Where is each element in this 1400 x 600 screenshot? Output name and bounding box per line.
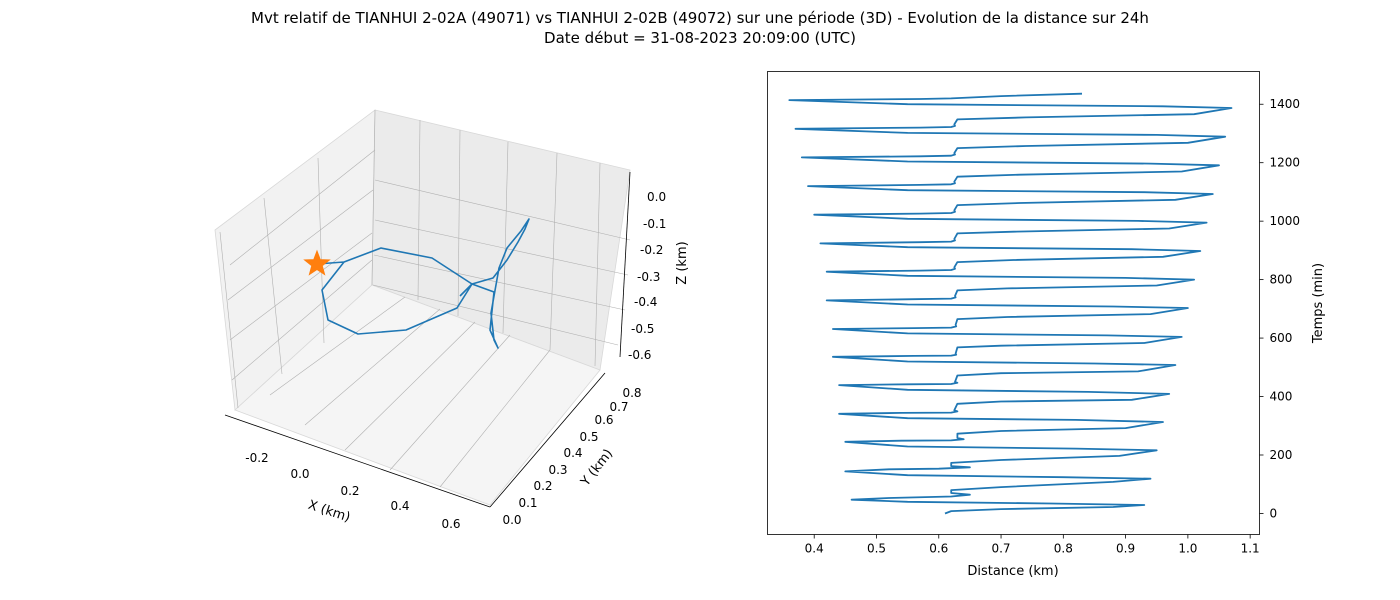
x-tick-label: 0.9 (1116, 542, 1135, 556)
3d-grid-line (219, 231, 239, 409)
3d-x-tick-label: 0.4 (390, 499, 409, 513)
3d-y-tick-label: 0.3 (548, 463, 567, 477)
3d-trajectory-line (316, 218, 530, 349)
y-axis-ticks: 0 200 400 600 800 1000 1200 1400 (1259, 97, 1301, 520)
figure-title: Mvt relatif de TIANHUI 2-02A (49071) vs … (0, 8, 1400, 48)
3d-grid-line (344, 321, 476, 451)
x-axis-label: Distance (km) (967, 564, 1058, 579)
3d-grid-line (371, 109, 376, 286)
x-axis-ticks: 0.4 0.5 0.6 0.7 0.8 0.9 1.0 1.1 (805, 534, 1260, 556)
y-tick-label: 600 (1270, 331, 1293, 345)
3d-grid-line (317, 157, 325, 344)
3d-grid-line (229, 149, 376, 266)
3d-y-axis-label: Y (km) (578, 447, 617, 490)
3d-x-tick-label: 0.0 (290, 467, 309, 481)
3d-z-tick-label: -0.5 (631, 322, 654, 336)
3d-grid-line (229, 232, 373, 341)
start-star-marker (303, 249, 331, 276)
3d-grid-line (373, 254, 626, 311)
3d-z-tick-label: -0.1 (643, 217, 666, 231)
x-tick-label: 0.5 (867, 542, 886, 556)
x-tick-label: 0.4 (805, 542, 824, 556)
3d-z-tick-label: 0.0 (647, 190, 666, 204)
3d-pane-floor (234, 284, 601, 506)
3d-grid-line (549, 152, 558, 351)
3d-z-tick-label: -0.4 (634, 295, 657, 309)
3d-y-tick-label: 0.1 (518, 496, 537, 510)
x-tick-label: 0.8 (1054, 542, 1073, 556)
3d-z-tick-label: -0.2 (640, 243, 663, 257)
y-tick-label: 1400 (1270, 97, 1301, 111)
y-axis-label: Temps (min) (1311, 263, 1326, 344)
3d-x-axis-line (224, 414, 491, 508)
3d-x-tick-label: 0.6 (441, 517, 460, 531)
3d-grid-line (374, 179, 631, 241)
3d-grid-line (263, 197, 283, 375)
3d-grid (219, 109, 631, 488)
3d-z-tick-label: -0.6 (628, 348, 651, 362)
x-tick-label: 0.6 (929, 542, 948, 556)
3d-z-axis-label: Z (km) (675, 241, 690, 284)
3d-tick-labels: -0.20.00.20.40.6 0.00.10.20.30.40.50.60.7… (245, 190, 666, 531)
y-tick-label: 0 (1270, 506, 1278, 520)
x-tick-label: 1.1 (1241, 542, 1260, 556)
y-tick-label: 200 (1270, 448, 1293, 462)
3d-grid-line (227, 189, 374, 301)
3d-axes (224, 171, 631, 508)
y-tick-label: 800 (1270, 273, 1293, 287)
3d-grid-line (389, 334, 511, 471)
3d-y-tick-label: 0.5 (579, 430, 598, 444)
y-tick-label: 1000 (1270, 214, 1301, 228)
chart-3d-trajectory: -0.20.00.20.40.6 0.00.10.20.30.40.50.60.7… (214, 109, 690, 531)
3d-grid-line (457, 129, 461, 317)
x-tick-label: 0.7 (991, 542, 1010, 556)
plot-area-frame (767, 71, 1260, 535)
3d-z-axis-line (619, 171, 631, 358)
3d-x-tick-label: -0.2 (245, 451, 268, 465)
3d-grid-line (502, 141, 509, 334)
3d-x-axis-label: X (km) (306, 498, 352, 526)
distance-series-line (788, 92, 1233, 515)
3d-grid-line (372, 284, 619, 346)
3d-panes (214, 109, 631, 506)
3d-y-tick-label: 0.7 (609, 400, 628, 414)
y-tick-label: 400 (1270, 390, 1293, 404)
chart-distance-vs-time: 0.4 0.5 0.6 0.7 0.8 0.9 1.0 1.1 0 200 400 600 800 10… (767, 71, 1326, 579)
3d-grid-line (439, 349, 551, 488)
3d-y-tick-label: 0.0 (502, 513, 521, 527)
3d-y-tick-label: 0.4 (563, 446, 582, 460)
3d-grid-line (417, 119, 421, 301)
x-tick-label: 1.0 (1178, 542, 1197, 556)
3d-y-tick-label: 0.6 (594, 413, 613, 427)
title-line-1: Mvt relatif de TIANHUI 2-02A (49071) vs … (251, 9, 1149, 27)
3d-y-tick-label: 0.8 (622, 386, 641, 400)
3d-grid-line (594, 162, 601, 367)
3d-y-axis-line (489, 372, 606, 508)
3d-z-tick-label: -0.3 (637, 270, 660, 284)
y-tick-label: 1200 (1270, 156, 1301, 170)
title-line-2: Date début = 31-08-2023 20:09:00 (UTC) (544, 29, 856, 47)
3d-grid-line (269, 296, 406, 396)
3d-grid-line (374, 219, 629, 276)
3d-y-tick-label: 0.2 (533, 479, 552, 493)
3d-x-tick-label: 0.2 (340, 484, 359, 498)
3d-grid-line (231, 259, 373, 381)
3d-grid-line (304, 308, 441, 426)
